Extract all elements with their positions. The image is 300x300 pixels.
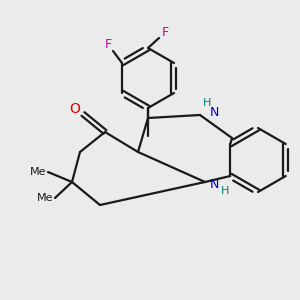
Text: H: H bbox=[220, 186, 229, 196]
Text: Me: Me bbox=[37, 193, 53, 203]
Text: O: O bbox=[70, 102, 80, 116]
Text: N: N bbox=[210, 178, 219, 190]
Text: H: H bbox=[203, 98, 211, 108]
Text: N: N bbox=[209, 106, 219, 118]
Text: F: F bbox=[104, 38, 112, 52]
Text: F: F bbox=[161, 26, 169, 38]
Text: Me: Me bbox=[30, 167, 46, 177]
